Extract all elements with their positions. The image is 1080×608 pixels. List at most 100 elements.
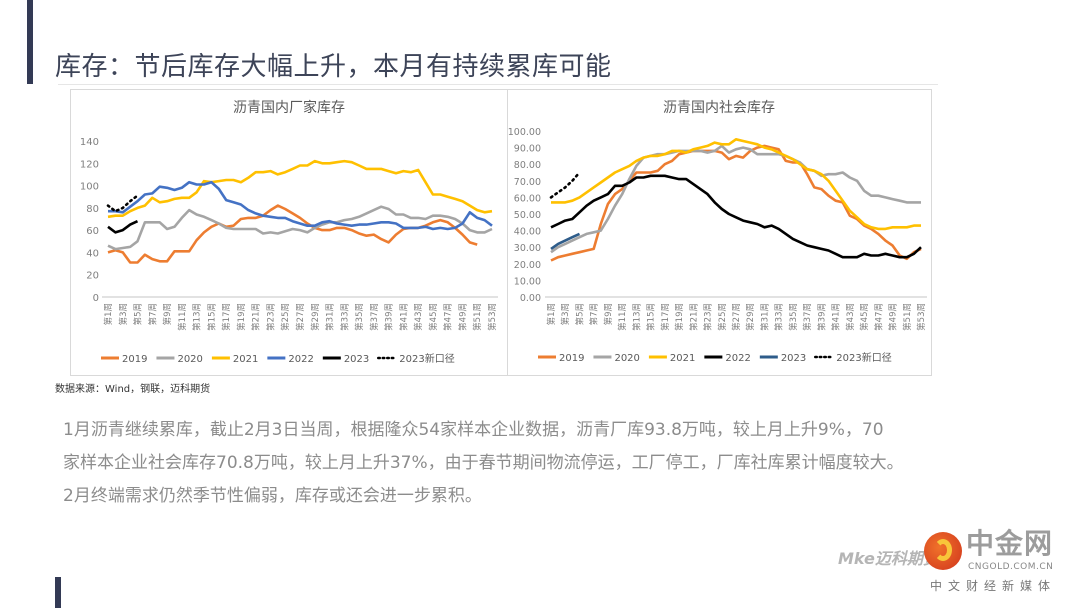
footer-accent-bar xyxy=(55,577,61,608)
x-tick-label: 第15周 xyxy=(646,303,657,331)
x-tick-label: 第13周 xyxy=(192,303,203,331)
y-tick-label: 40.00 xyxy=(514,227,541,238)
x-tick-label: 第19周 xyxy=(674,303,685,331)
x-tick-label: 第15周 xyxy=(206,303,217,331)
legend-label: 2023 xyxy=(781,353,806,364)
series-line-2023新口径 xyxy=(106,194,139,213)
watermark-text: Mke迈科期货 xyxy=(838,549,939,568)
chart-title: 沥青国内厂家库存 xyxy=(233,99,345,116)
y-tick-label: 100 xyxy=(80,182,99,193)
legend-label: 2021 xyxy=(233,354,258,365)
x-tick-label: 第1周 xyxy=(103,303,114,325)
x-tick-label: 第5周 xyxy=(575,303,586,325)
y-tick-label: 40 xyxy=(86,248,99,259)
x-tick-label: 第43周 xyxy=(413,303,424,331)
x-tick-label: 第51周 xyxy=(472,303,483,331)
x-tick-label: 第41周 xyxy=(831,303,842,331)
series-line-2021 xyxy=(551,137,921,231)
x-tick-label: 第39周 xyxy=(816,303,827,331)
series-line-2022 xyxy=(108,180,493,231)
legend-label: 2023新口径 xyxy=(399,352,454,365)
series-line-2021 xyxy=(107,159,493,219)
y-tick-label: 0.00 xyxy=(520,293,541,304)
series-line-2020 xyxy=(107,205,493,251)
y-tick-label: 0 xyxy=(93,293,99,304)
y-tick-label: 80.00 xyxy=(514,160,541,171)
x-tick-label: 第39周 xyxy=(384,303,395,331)
chart-factory-inventory-svg: 沥青国内厂家库存 0 20 40 60 80 100 120 140 第1周 第3周 第5周 第7周 第9… xyxy=(80,99,498,365)
title-accent-bar xyxy=(27,0,33,84)
legend-label: 2022 xyxy=(725,353,750,364)
x-tick-label: 第11周 xyxy=(617,303,628,331)
legend-label: 2021 xyxy=(670,353,695,364)
y-tick-label: 120 xyxy=(80,159,99,170)
x-tick-label: 第7周 xyxy=(589,303,600,325)
x-tick-label: 第23周 xyxy=(266,303,277,331)
x-tick-label: 第3周 xyxy=(560,303,571,325)
x-tick-label: 第35周 xyxy=(788,303,799,331)
series-line-2023 xyxy=(107,220,139,234)
series-line-2019 xyxy=(550,144,922,262)
x-tick-label: 第47周 xyxy=(873,303,884,331)
cngold-logo: Mke迈科期货 中金网 CNGOLD.COM.CN 中文财经新媒体 xyxy=(838,528,1080,608)
x-tick-label: 第27周 xyxy=(295,303,306,331)
title-divider xyxy=(58,84,938,85)
logo-tagline: 中文财经新媒体 xyxy=(930,579,1057,593)
legend-label: 2019 xyxy=(122,354,147,365)
y-tick-label: 70.00 xyxy=(514,177,541,188)
x-tick-label: 第25周 xyxy=(280,303,291,331)
y-tick-label: 60 xyxy=(86,226,99,237)
logo-swirl-icon xyxy=(934,539,952,561)
chart-title: 沥青国内社会库存 xyxy=(663,100,775,116)
x-tick-label: 第27周 xyxy=(731,303,742,331)
x-tick-label: 第31周 xyxy=(760,303,771,331)
logo-domain: CNGOLD.COM.CN xyxy=(968,562,1054,572)
x-tick-label: 第23周 xyxy=(703,303,714,331)
series-line-2023新口径 xyxy=(549,171,581,199)
series-line-2019 xyxy=(107,204,478,264)
series-line-2022 xyxy=(550,174,922,259)
legend-label: 2023新口径 xyxy=(836,351,891,364)
chart-factory-inventory: 沥青国内厂家库存 0 20 40 60 80 100 120 140 第1周 第3周 第5周 第7周 第9… xyxy=(70,89,508,376)
y-tick-label: 30.00 xyxy=(514,243,541,254)
x-tick-label: 第9周 xyxy=(603,303,614,325)
x-tick-label: 第13周 xyxy=(631,303,642,331)
y-tick-label: 90.00 xyxy=(514,144,541,155)
y-tick-label: 60.00 xyxy=(514,193,541,204)
x-tick-label: 第37周 xyxy=(369,303,380,331)
x-tick-label: 第49周 xyxy=(888,303,899,331)
series-line-2023 xyxy=(550,232,581,250)
logo-name: 中金网 xyxy=(966,527,1054,560)
x-tick-label: 第3周 xyxy=(118,303,129,325)
x-tick-label: 第31周 xyxy=(325,303,336,331)
x-tick-label: 第19周 xyxy=(236,303,247,331)
x-tick-label: 第53周 xyxy=(487,303,498,331)
x-tick-label: 第11周 xyxy=(177,303,188,331)
x-tick-label: 第37周 xyxy=(802,303,813,331)
x-tick-label: 第21周 xyxy=(688,303,699,331)
x-tick-label: 第7周 xyxy=(147,303,158,325)
x-tick-label: 第29周 xyxy=(745,303,756,331)
legend-label: 2022 xyxy=(288,354,313,365)
x-tick-label: 第29周 xyxy=(310,303,321,331)
y-tick-label: 100.00 xyxy=(508,127,541,138)
x-tick-label: 第35周 xyxy=(354,303,365,331)
x-tick-label: 第17周 xyxy=(660,303,671,331)
x-tick-label: 第45周 xyxy=(859,303,870,331)
series-line-2020 xyxy=(550,144,921,254)
x-tick-label: 第43周 xyxy=(845,303,856,331)
y-tick-label: 10.00 xyxy=(514,276,541,287)
legend-label: 2020 xyxy=(614,353,639,364)
commentary: 1月沥青继续累库，截止2月3日当周，根据隆众54家样本企业数据，沥青厂库93.8… xyxy=(63,414,963,513)
x-tick-label: 第17周 xyxy=(221,303,232,331)
legend-label: 2019 xyxy=(559,353,584,364)
x-tick-label: 第45周 xyxy=(428,303,439,331)
x-tick-label: 第25周 xyxy=(717,303,728,331)
y-tick-label: 80 xyxy=(86,204,99,215)
y-tick-label: 20 xyxy=(86,271,99,282)
commentary-line: 1月沥青继续累库，截止2月3日当周，根据隆众54家样本企业数据，沥青厂库93.8… xyxy=(63,420,884,440)
x-tick-label: 第49周 xyxy=(458,303,469,331)
x-tick-label: 第33周 xyxy=(774,303,785,331)
x-tick-label: 第1周 xyxy=(546,303,557,325)
commentary-line: 2月终端需求仍然季节性偏弱，库存或还会进一步累积。 xyxy=(63,486,482,506)
